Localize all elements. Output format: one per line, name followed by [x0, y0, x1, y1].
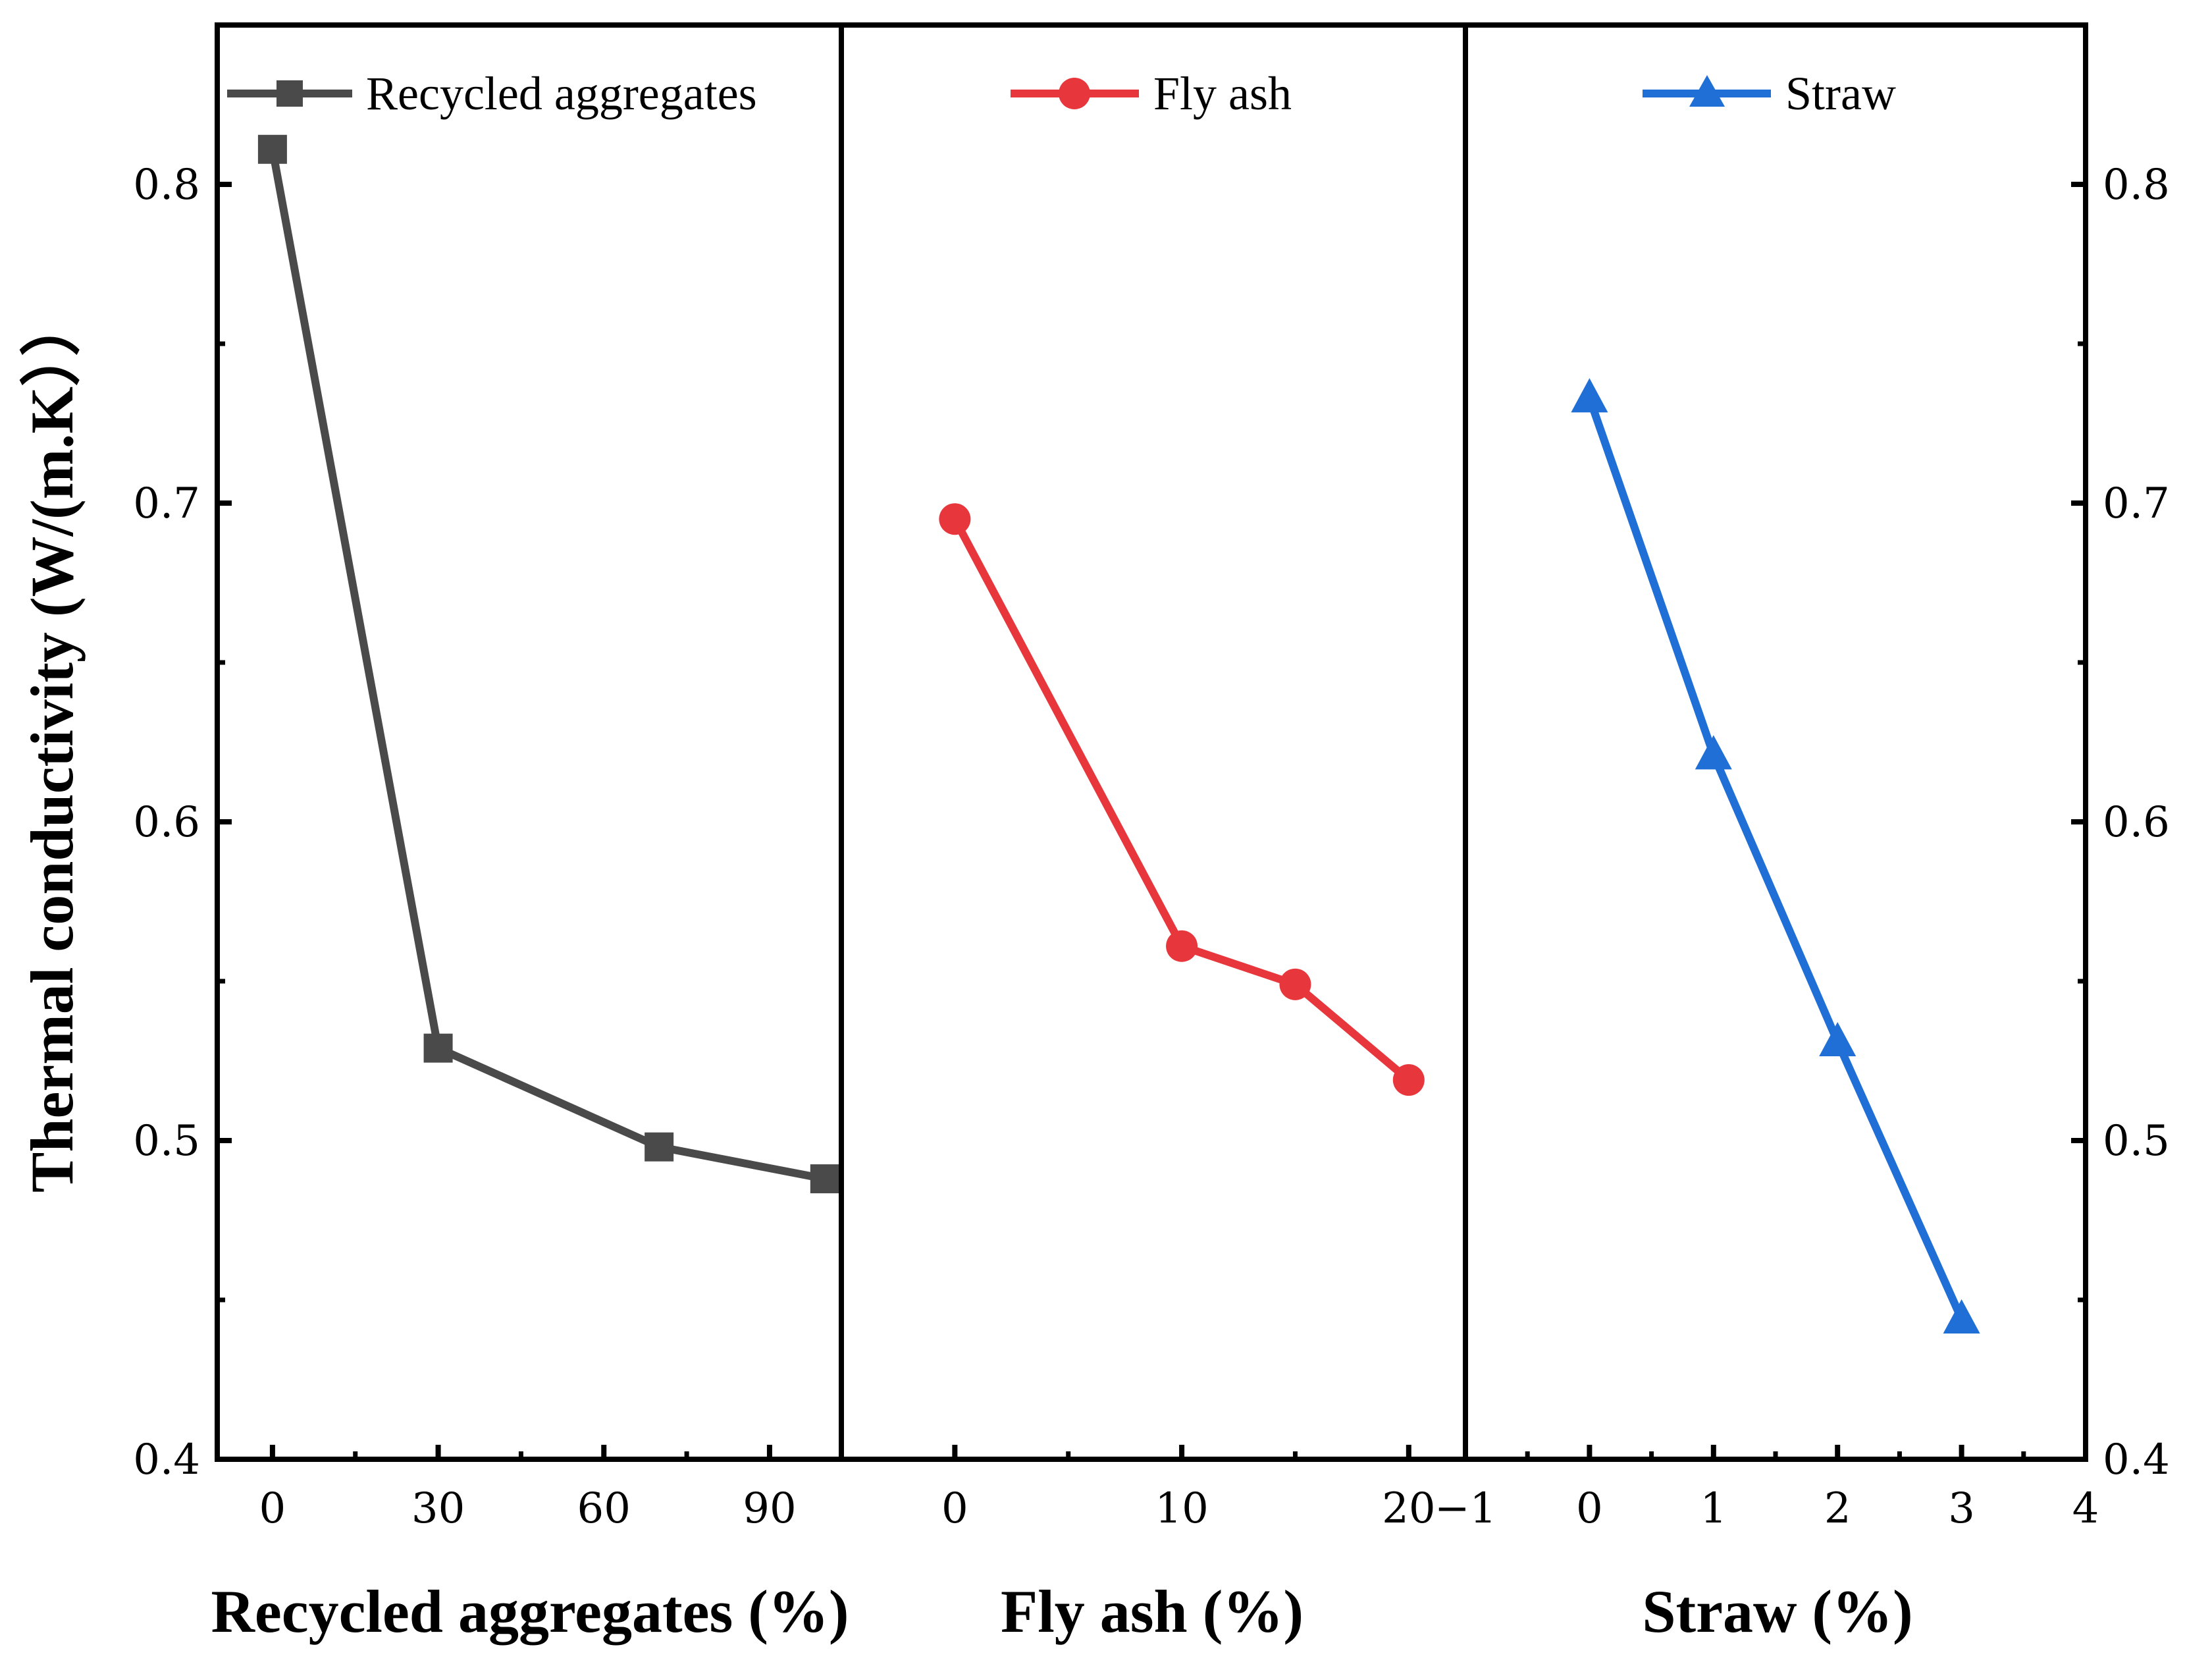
legend-straw: Straw	[1643, 67, 1896, 120]
x-tick-label-flyash: 10	[1155, 1484, 1208, 1533]
data-point-flyash	[1392, 1064, 1425, 1096]
legend-marker-square-icon	[276, 80, 303, 107]
data-point-straw	[1571, 378, 1608, 413]
series-line-flyash	[951, 517, 1411, 1083]
y-tick-label-left: 0.7	[133, 479, 200, 528]
x-axis-title-flyash: Fly ash (%)	[1001, 1578, 1304, 1645]
y-tick-label-left: 0.6	[133, 798, 200, 847]
data-point-recycled	[423, 1033, 453, 1063]
legend-marker-circle-icon	[1059, 78, 1090, 109]
x-tick-label-straw: −1	[1435, 1484, 1496, 1533]
x-axis-title-straw: Straw (%)	[1642, 1578, 1912, 1645]
y-tick-label-right: 0.8	[2103, 161, 2170, 209]
data-point-recycled	[257, 134, 287, 164]
y-tick-label-right: 0.5	[2103, 1117, 2170, 1166]
x-tick-label-recycled: 30	[411, 1484, 465, 1533]
x-tick-label-recycled: 60	[577, 1484, 631, 1533]
y-tick-label-left: 0.5	[133, 1117, 200, 1166]
panels: 0 30 60 90 0 10 20−1 0 1 2 3 40.40.50.60.70.80.40.5…	[133, 22, 2170, 1533]
y-tick-label-right: 0.4	[2103, 1436, 2170, 1484]
x-tick-label-recycled: 90	[743, 1484, 796, 1533]
series-line-recycled	[268, 148, 826, 1183]
data-point-straw	[1819, 1021, 1856, 1056]
data-point-straw	[1695, 735, 1732, 770]
data-point-straw	[1943, 1299, 1980, 1334]
legend-label-flyash: Fly ash	[1153, 67, 1292, 120]
data-point-flyash	[939, 503, 971, 535]
x-tick-label-straw: 2	[1824, 1484, 1851, 1533]
series-line-straw	[1585, 396, 1966, 1321]
x-axis-title-recycled: Recycled aggregates (%)	[211, 1578, 849, 1645]
x-tick-label-straw: 4	[2072, 1484, 2099, 1533]
x-tick-label-straw: 1	[1700, 1484, 1727, 1533]
y-tick-label-right: 0.7	[2103, 479, 2170, 528]
y-tick-label-right: 0.6	[2103, 798, 2170, 847]
y-tick-label-left: 0.8	[133, 161, 200, 209]
legend-flyash: Fly ash	[1011, 67, 1292, 120]
plot-frame	[215, 22, 2088, 1462]
x-tick-label-flyash: 0	[941, 1484, 968, 1533]
legend-recycled: Recycled aggregates	[227, 67, 757, 120]
data-point-recycled	[810, 1164, 839, 1194]
data-point-flyash	[1166, 930, 1198, 962]
x-tick-label-recycled: 0	[259, 1484, 286, 1533]
y-tick-label-left: 0.4	[133, 1436, 200, 1484]
legend-marker-triangle-icon	[1689, 75, 1725, 107]
x-tick-label-straw: 3	[1948, 1484, 1975, 1533]
legend-label-recycled: Recycled aggregates	[366, 67, 757, 120]
y-axis-title: Thermal conductivity (W/(m.K））	[18, 296, 86, 1193]
x-tick-label-straw: 0	[1576, 1484, 1603, 1533]
x-tick-label-flyash: 20	[1382, 1484, 1435, 1533]
data-point-flyash	[1279, 968, 1311, 1000]
legend-label-straw: Straw	[1785, 67, 1896, 120]
data-point-recycled	[645, 1132, 674, 1162]
